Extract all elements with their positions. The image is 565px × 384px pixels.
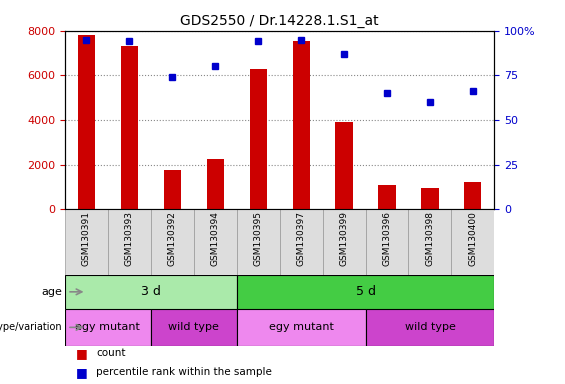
Bar bbox=[451, 209, 494, 275]
Text: genotype/variation: genotype/variation bbox=[0, 322, 62, 333]
Bar bbox=[464, 182, 481, 209]
Text: ■: ■ bbox=[76, 347, 88, 360]
Text: wild type: wild type bbox=[168, 322, 219, 333]
Text: GSM130397: GSM130397 bbox=[297, 211, 306, 266]
Bar bbox=[323, 209, 366, 275]
Text: GSM130400: GSM130400 bbox=[468, 211, 477, 266]
Text: ■: ■ bbox=[76, 366, 88, 379]
Bar bbox=[65, 309, 151, 346]
Title: GDS2550 / Dr.14228.1.S1_at: GDS2550 / Dr.14228.1.S1_at bbox=[180, 14, 379, 28]
Bar bbox=[78, 35, 95, 209]
Bar bbox=[366, 209, 408, 275]
Text: GSM130395: GSM130395 bbox=[254, 211, 263, 266]
Bar bbox=[336, 122, 353, 209]
Text: wild type: wild type bbox=[405, 322, 455, 333]
Bar bbox=[194, 209, 237, 275]
Bar bbox=[408, 209, 451, 275]
Text: egy mutant: egy mutant bbox=[269, 322, 333, 333]
Bar bbox=[65, 209, 108, 275]
Text: 5 d: 5 d bbox=[355, 285, 376, 298]
Text: GSM130394: GSM130394 bbox=[211, 211, 220, 266]
Text: count: count bbox=[96, 348, 125, 358]
Bar bbox=[280, 209, 323, 275]
Bar bbox=[65, 275, 237, 309]
Text: GSM130396: GSM130396 bbox=[383, 211, 392, 266]
Bar bbox=[108, 209, 151, 275]
Bar bbox=[237, 209, 280, 275]
Bar bbox=[151, 209, 194, 275]
Text: GSM130392: GSM130392 bbox=[168, 211, 177, 266]
Bar bbox=[164, 170, 181, 209]
Text: GSM130393: GSM130393 bbox=[125, 211, 134, 266]
Bar bbox=[421, 188, 438, 209]
Bar bbox=[366, 309, 494, 346]
Bar bbox=[237, 275, 494, 309]
Bar bbox=[250, 69, 267, 209]
Bar bbox=[151, 309, 237, 346]
Bar bbox=[121, 46, 138, 209]
Bar bbox=[379, 185, 395, 209]
Text: GSM130399: GSM130399 bbox=[340, 211, 349, 266]
Bar bbox=[207, 159, 224, 209]
Text: egy mutant: egy mutant bbox=[76, 322, 140, 333]
Bar bbox=[293, 41, 310, 209]
Bar bbox=[237, 309, 366, 346]
Text: GSM130391: GSM130391 bbox=[82, 211, 91, 266]
Text: percentile rank within the sample: percentile rank within the sample bbox=[96, 367, 272, 377]
Text: GSM130398: GSM130398 bbox=[425, 211, 434, 266]
Text: age: age bbox=[41, 287, 62, 297]
Text: 3 d: 3 d bbox=[141, 285, 161, 298]
